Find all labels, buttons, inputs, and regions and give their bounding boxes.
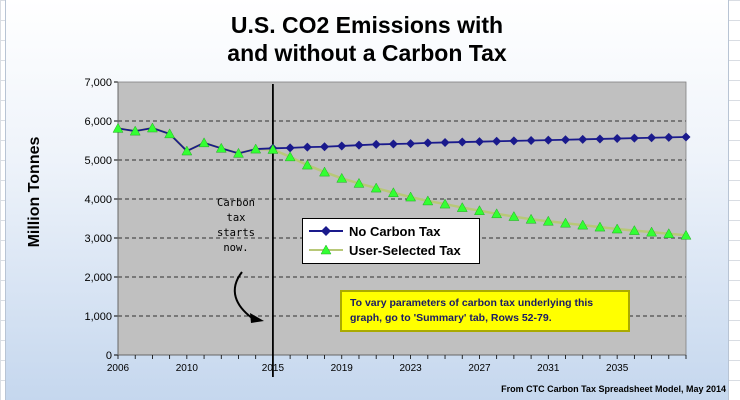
point-user-selected-tax bbox=[336, 172, 348, 183]
y-tick-label: 0 bbox=[106, 350, 112, 362]
point-user-selected-tax bbox=[474, 205, 485, 215]
x-tick-label: 2027 bbox=[468, 363, 491, 374]
point-no-carbon-tax bbox=[595, 134, 605, 144]
triangle-marker-icon bbox=[309, 244, 343, 255]
point-no-carbon-tax bbox=[561, 135, 571, 145]
chart-title-line-1: U.S. CO2 Emissions with bbox=[230, 12, 504, 38]
point-user-selected-tax bbox=[542, 215, 554, 226]
x-tick-label: 2019 bbox=[331, 363, 354, 374]
point-user-selected-tax bbox=[508, 211, 520, 221]
point-no-carbon-tax bbox=[526, 136, 536, 145]
diamond-marker-icon bbox=[309, 226, 343, 236]
y-axis-label: Million Tonnes bbox=[26, 136, 43, 248]
point-user-selected-tax bbox=[491, 208, 503, 219]
y-tick-label: 7,000 bbox=[84, 77, 112, 89]
point-no-carbon-tax bbox=[406, 139, 416, 149]
point-no-carbon-tax bbox=[320, 142, 330, 152]
annotation-line: tax bbox=[226, 212, 246, 224]
point-user-selected-tax bbox=[663, 228, 675, 238]
point-user-selected-tax bbox=[439, 198, 451, 209]
point-no-carbon-tax bbox=[285, 143, 295, 153]
y-tick-label: 3,000 bbox=[84, 233, 112, 245]
point-user-selected-tax bbox=[129, 125, 141, 136]
point-user-selected-tax bbox=[301, 159, 313, 170]
y-tick-label: 5,000 bbox=[84, 155, 112, 167]
plot-border bbox=[117, 81, 687, 356]
point-user-selected-tax bbox=[594, 221, 606, 232]
point-user-selected-tax bbox=[456, 202, 468, 212]
point-user-selected-tax bbox=[405, 191, 417, 202]
annotation-line: Carbon bbox=[217, 197, 255, 209]
point-user-selected-tax bbox=[146, 122, 158, 133]
point-user-selected-tax bbox=[198, 137, 210, 148]
point-user-selected-tax bbox=[215, 142, 227, 153]
annotation-line: now. bbox=[223, 242, 249, 254]
y-tick-label: 6,000 bbox=[84, 116, 112, 128]
chart-panel[interactable]: 0 1,000 2,000 3,000 4,000 5,000 6,000 7,000 2006… bbox=[5, 0, 729, 400]
source-credit: From CTC Carbon Tax Spreadsheet Model, M… bbox=[501, 384, 726, 394]
point-no-carbon-tax bbox=[423, 138, 433, 148]
chart-title-line-2: and without a Carbon Tax bbox=[227, 40, 507, 66]
x-tick-label: 2023 bbox=[399, 363, 422, 374]
point-user-selected-tax bbox=[680, 229, 692, 240]
y-tick-label: 2,000 bbox=[84, 272, 112, 284]
point-user-selected-tax bbox=[577, 219, 589, 230]
point-no-carbon-tax bbox=[509, 136, 519, 146]
point-no-carbon-tax bbox=[371, 139, 381, 149]
point-user-selected-tax bbox=[628, 225, 640, 235]
y-tick-label: 4,000 bbox=[84, 194, 112, 206]
point-user-selected-tax bbox=[525, 213, 537, 224]
point-user-selected-tax bbox=[267, 143, 279, 154]
point-no-carbon-tax bbox=[354, 140, 364, 150]
point-no-carbon-tax bbox=[647, 133, 657, 143]
point-user-selected-tax bbox=[181, 145, 193, 156]
point-user-selected-tax bbox=[250, 143, 262, 154]
point-no-carbon-tax bbox=[337, 141, 347, 151]
point-user-selected-tax bbox=[164, 128, 176, 139]
instruction-note: To vary parameters of carbon tax underly… bbox=[340, 290, 630, 332]
y-tick-label: 1,000 bbox=[84, 311, 112, 323]
point-no-carbon-tax bbox=[578, 134, 588, 144]
point-user-selected-tax bbox=[387, 187, 399, 198]
point-user-selected-tax bbox=[319, 166, 330, 177]
point-no-carbon-tax bbox=[492, 136, 502, 146]
point-no-carbon-tax bbox=[629, 133, 639, 143]
legend-label: No Carbon Tax bbox=[349, 224, 441, 239]
point-user-selected-tax bbox=[646, 226, 658, 237]
legend-label: User-Selected Tax bbox=[349, 243, 461, 258]
point-user-selected-tax bbox=[284, 151, 296, 162]
point-user-selected-tax bbox=[233, 147, 244, 158]
point-user-selected-tax bbox=[611, 223, 623, 234]
x-tick-label: 2035 bbox=[606, 363, 629, 374]
carbon-tax-annotation: Carbon tax starts now. bbox=[206, 196, 266, 256]
annotation-line: starts bbox=[217, 227, 255, 239]
x-tick-label: 2006 bbox=[107, 363, 130, 374]
point-user-selected-tax bbox=[112, 122, 124, 133]
point-no-carbon-tax bbox=[664, 132, 674, 142]
point-user-selected-tax bbox=[353, 177, 365, 188]
arrow-head-icon bbox=[250, 313, 264, 323]
point-no-carbon-tax bbox=[612, 134, 622, 144]
point-no-carbon-tax bbox=[681, 132, 691, 142]
annotation-arrow bbox=[233, 271, 253, 319]
x-tick-label: 2010 bbox=[176, 363, 199, 374]
point-no-carbon-tax bbox=[543, 135, 553, 145]
point-no-carbon-tax bbox=[440, 137, 450, 147]
x-tick-label: 2031 bbox=[537, 363, 560, 374]
point-user-selected-tax bbox=[370, 182, 382, 193]
point-no-carbon-tax bbox=[457, 137, 467, 147]
point-user-selected-tax bbox=[560, 217, 571, 228]
point-no-carbon-tax bbox=[388, 139, 398, 149]
point-user-selected-tax bbox=[422, 195, 434, 206]
point-no-carbon-tax bbox=[302, 142, 312, 152]
chart-legend: No Carbon Tax User-Selected Tax bbox=[302, 218, 480, 264]
series-line-no-carbon-tax bbox=[117, 127, 687, 155]
point-no-carbon-tax bbox=[474, 137, 484, 147]
